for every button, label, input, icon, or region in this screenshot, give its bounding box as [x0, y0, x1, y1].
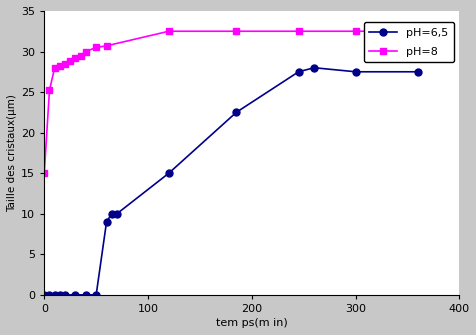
- pH=6,5: [352, 70, 358, 74]
- pH=8: [233, 29, 238, 33]
- pH=6,5: [233, 110, 238, 114]
- pH=6,5: [47, 293, 52, 297]
- pH=8: [166, 29, 171, 33]
- pH=6,5: [41, 293, 47, 297]
- pH=8: [72, 56, 78, 60]
- Line: pH=6,5: pH=6,5: [41, 64, 421, 298]
- pH=6,5: [109, 212, 114, 216]
- pH=6,5: [295, 70, 301, 74]
- pH=6,5: [114, 212, 119, 216]
- Line: pH=8: pH=8: [41, 28, 421, 177]
- Legend: pH=6,5, pH=8: pH=6,5, pH=8: [363, 22, 453, 62]
- pH=6,5: [72, 293, 78, 297]
- pH=6,5: [166, 171, 171, 175]
- pH=6,5: [311, 66, 317, 70]
- Y-axis label: Taille des cristaux(μm): Taille des cristaux(μm): [7, 94, 17, 212]
- pH=6,5: [62, 293, 68, 297]
- pH=8: [62, 62, 68, 66]
- pH=6,5: [52, 293, 58, 297]
- pH=8: [47, 88, 52, 92]
- pH=8: [93, 46, 99, 50]
- pH=6,5: [57, 293, 62, 297]
- pH=8: [52, 66, 58, 70]
- pH=8: [57, 64, 62, 68]
- pH=8: [41, 171, 47, 175]
- pH=6,5: [83, 293, 89, 297]
- pH=8: [83, 50, 89, 54]
- pH=8: [78, 54, 83, 58]
- pH=8: [67, 59, 73, 63]
- pH=8: [103, 44, 109, 48]
- pH=6,5: [93, 293, 99, 297]
- X-axis label: tem ps(m in): tem ps(m in): [216, 318, 287, 328]
- pH=8: [414, 29, 420, 33]
- pH=8: [295, 29, 301, 33]
- pH=8: [352, 29, 358, 33]
- pH=6,5: [414, 70, 420, 74]
- pH=6,5: [103, 220, 109, 224]
